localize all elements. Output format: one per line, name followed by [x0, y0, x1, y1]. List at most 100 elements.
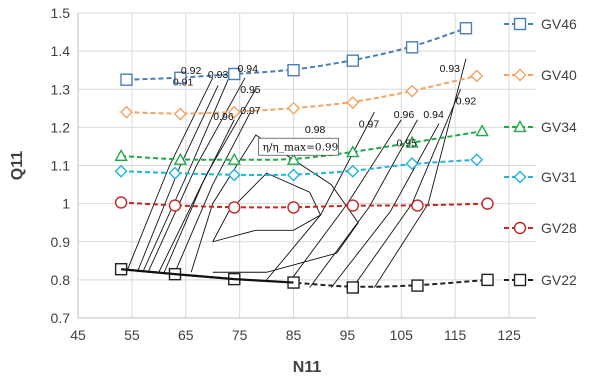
contour-label: 0.95	[396, 137, 417, 149]
legend-label-gv31: GV31	[541, 169, 577, 185]
contour-label: 0.93	[208, 69, 229, 81]
data-point-gv28	[228, 201, 241, 214]
contour-line-0-97	[174, 111, 251, 273]
y-tick-label: 0.8	[51, 272, 71, 288]
contour-line-0-98	[190, 134, 359, 273]
data-point-gv40	[173, 107, 187, 121]
y-tick-label: 0.7	[51, 310, 71, 326]
data-point-gv40	[405, 84, 419, 98]
data-point-gv22	[411, 279, 424, 292]
contour-line-0-94	[330, 123, 440, 288]
x-tick-label: 95	[340, 327, 356, 343]
y-tick-label: 1.2	[51, 119, 71, 135]
data-point-gv46	[287, 63, 300, 77]
data-point-gv28	[114, 196, 128, 209]
contour-label: 0.92	[181, 65, 202, 77]
series-line-gv40	[126, 74, 477, 115]
series-line-gv34	[121, 130, 483, 161]
contour-line-0-94	[147, 77, 246, 273]
contour-line-0-92	[126, 77, 214, 273]
data-point-gv34	[346, 145, 360, 158]
legend-marker-gv22	[513, 273, 527, 287]
y-tick-label: 1.4	[51, 43, 71, 59]
data-point-gv34	[227, 152, 241, 165]
data-point-gv31	[227, 168, 241, 182]
y-tick-label: 1.5	[51, 5, 71, 21]
y-tick-label: 1.3	[51, 81, 71, 97]
data-point-gv34	[475, 124, 489, 137]
data-point-gv28	[287, 201, 300, 214]
data-point-gv34	[173, 152, 188, 165]
data-point-gv22	[481, 273, 494, 287]
data-point-gv31	[405, 157, 419, 171]
x-tick-label: 125	[497, 327, 521, 343]
chart-series	[114, 22, 494, 294]
contour-line-0-96	[163, 119, 235, 273]
legend-marker-gv40	[513, 68, 527, 82]
contour-label: 0.98	[305, 124, 326, 136]
series-line-gv46	[126, 27, 467, 81]
contour-line-0-95	[309, 119, 418, 288]
x-tick-label: 65	[178, 327, 194, 343]
data-point-gv40	[227, 105, 241, 119]
legend-marker-gv46	[513, 17, 527, 31]
contour-label: 0.92	[456, 96, 477, 108]
legend-label-gv46: GV46	[541, 16, 577, 32]
y-tick-label: 1.1	[51, 158, 71, 174]
data-point-gv31	[114, 164, 128, 178]
data-point-gv46	[228, 67, 241, 81]
contour-line-0-97	[266, 111, 375, 281]
efficiency-peak-label: η/η_max=0.99	[263, 141, 339, 153]
x-tick-label: 85	[286, 327, 302, 343]
x-tick-label: 115	[444, 327, 467, 343]
data-point-gv40	[346, 96, 360, 110]
data-point-gv46	[459, 22, 473, 35]
data-point-gv31	[470, 153, 484, 167]
data-point-gv31	[287, 168, 301, 182]
data-point-gv28	[168, 199, 182, 212]
legend-label-gv28: GV28	[541, 220, 577, 236]
contour-label: 0.94	[238, 63, 259, 75]
data-point-gv46	[174, 71, 187, 85]
series-line-gv22-solid	[121, 268, 294, 284]
data-point-gv34	[405, 135, 419, 148]
x-tick-label: 55	[124, 327, 140, 343]
x-axis-title: N11	[293, 359, 322, 376]
data-point-gv31	[346, 164, 360, 178]
contour-line-0-92	[373, 58, 467, 288]
data-point-gv46	[120, 73, 133, 86]
legend-marker-gv31	[513, 170, 527, 184]
data-point-gv22	[346, 281, 359, 294]
series-line-gv28	[121, 201, 488, 209]
contour-label: 0.94	[423, 109, 444, 121]
contour-label: 0.91	[173, 76, 194, 88]
data-point-gv46	[346, 54, 359, 67]
x-tick-label: 75	[232, 327, 248, 343]
efficiency-peak-box	[258, 137, 339, 156]
efficiency-contours	[126, 58, 467, 288]
data-point-gv34	[114, 149, 128, 162]
data-point-gv40	[470, 69, 484, 83]
data-point-gv40	[120, 105, 133, 119]
contour-label: 0.95	[240, 84, 261, 96]
data-point-gv40	[287, 101, 301, 115]
legend-marker-gv34	[513, 120, 527, 133]
contour-label: 0.97	[359, 118, 380, 130]
legend-label-gv34: GV34	[541, 119, 577, 135]
series-line-gv31	[121, 158, 477, 177]
data-point-gv28	[481, 197, 494, 210]
x-tick-label: 105	[390, 327, 414, 343]
contour-label: 0.96	[394, 109, 415, 121]
legend-label-gv22: GV22	[541, 272, 577, 288]
legend-label-gv40: GV40	[541, 67, 577, 83]
y-axis-title: Q11	[9, 151, 26, 180]
y-tick-label: 1	[62, 196, 70, 212]
y-tick-label: 0.9	[51, 234, 71, 250]
contour-label: 0.93	[440, 63, 461, 75]
data-point-gv34	[286, 152, 301, 165]
x-tick-label: 45	[70, 327, 86, 343]
chart-grid	[77, 12, 536, 319]
data-point-gv28	[346, 199, 359, 212]
contour-annotations: 0.92 0.93 0.94 0.91 0.95 0.97 0.96 0.98 0.97 0.96…	[173, 63, 477, 156]
